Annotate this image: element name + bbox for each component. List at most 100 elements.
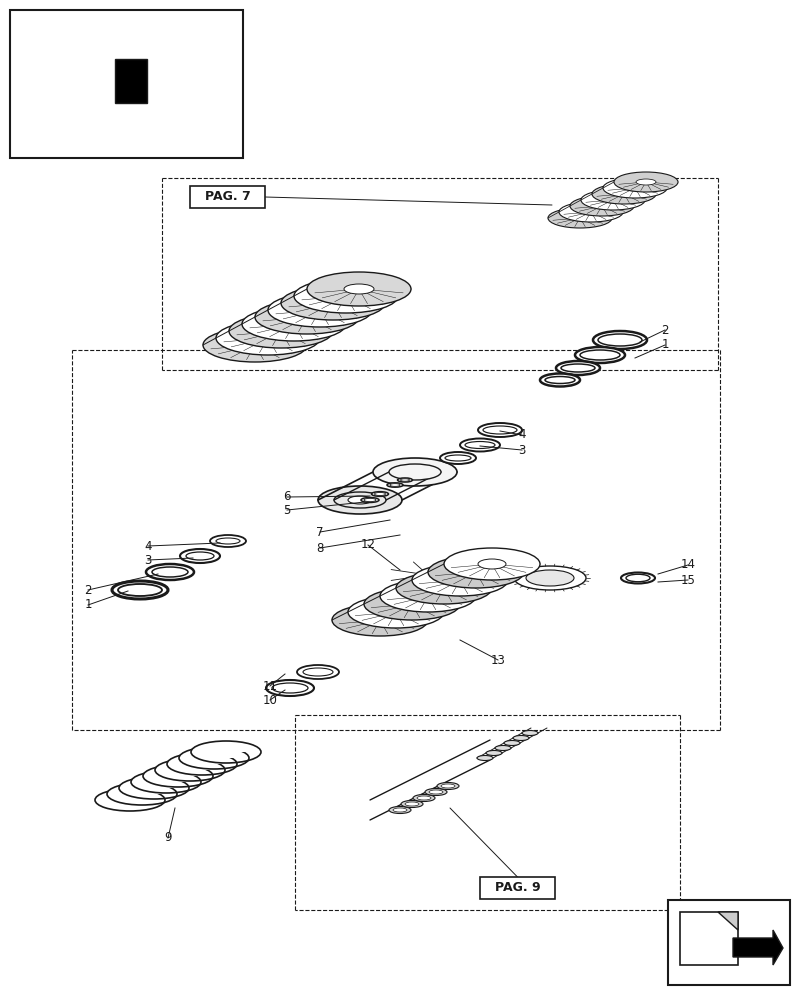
Text: 8: 8 xyxy=(316,542,324,554)
Ellipse shape xyxy=(397,599,426,609)
Bar xyxy=(190,186,264,208)
Ellipse shape xyxy=(112,581,168,599)
Ellipse shape xyxy=(388,806,410,813)
Ellipse shape xyxy=(381,607,410,617)
Ellipse shape xyxy=(444,548,539,580)
Ellipse shape xyxy=(348,496,371,504)
Text: 12: 12 xyxy=(360,538,375,552)
Text: 3: 3 xyxy=(517,444,525,456)
Ellipse shape xyxy=(613,172,677,192)
Ellipse shape xyxy=(625,574,649,582)
Text: 6: 6 xyxy=(283,490,290,504)
Ellipse shape xyxy=(266,680,314,696)
Ellipse shape xyxy=(210,535,246,547)
Ellipse shape xyxy=(603,197,622,203)
Ellipse shape xyxy=(478,423,521,437)
Ellipse shape xyxy=(560,364,594,372)
Ellipse shape xyxy=(544,376,574,383)
Bar xyxy=(479,877,554,899)
Ellipse shape xyxy=(428,790,443,794)
Bar xyxy=(115,59,147,103)
Ellipse shape xyxy=(333,492,385,508)
Ellipse shape xyxy=(430,583,457,593)
Ellipse shape xyxy=(279,319,309,329)
Ellipse shape xyxy=(556,361,599,375)
Ellipse shape xyxy=(521,730,538,736)
Ellipse shape xyxy=(460,438,500,452)
Ellipse shape xyxy=(268,293,371,327)
Text: 9: 9 xyxy=(164,831,172,844)
Ellipse shape xyxy=(591,203,611,209)
Ellipse shape xyxy=(513,566,586,590)
Ellipse shape xyxy=(371,492,388,496)
Ellipse shape xyxy=(255,300,358,334)
Ellipse shape xyxy=(294,279,397,313)
Text: 2: 2 xyxy=(84,584,92,596)
Ellipse shape xyxy=(417,796,431,800)
Ellipse shape xyxy=(581,190,644,210)
Ellipse shape xyxy=(348,596,444,628)
Ellipse shape xyxy=(424,788,446,795)
Ellipse shape xyxy=(495,746,510,750)
Ellipse shape xyxy=(305,305,335,315)
Ellipse shape xyxy=(388,464,440,480)
Polygon shape xyxy=(131,771,201,782)
Ellipse shape xyxy=(118,584,162,596)
Ellipse shape xyxy=(400,479,409,481)
Text: 10: 10 xyxy=(262,694,277,706)
Ellipse shape xyxy=(539,373,579,386)
Polygon shape xyxy=(155,759,225,770)
Bar xyxy=(667,900,789,985)
Polygon shape xyxy=(178,747,249,758)
Text: 1: 1 xyxy=(660,338,668,352)
Ellipse shape xyxy=(266,326,296,336)
Ellipse shape xyxy=(146,564,194,580)
Ellipse shape xyxy=(581,209,600,215)
Text: PAG. 7: PAG. 7 xyxy=(204,190,250,204)
Text: 13: 13 xyxy=(490,654,504,666)
Ellipse shape xyxy=(152,567,188,577)
Text: 7: 7 xyxy=(315,526,324,538)
Polygon shape xyxy=(95,789,165,800)
Ellipse shape xyxy=(332,604,427,636)
Ellipse shape xyxy=(547,208,611,228)
Ellipse shape xyxy=(389,484,400,486)
Ellipse shape xyxy=(229,314,333,348)
Text: PAG. 9: PAG. 9 xyxy=(494,881,539,894)
Ellipse shape xyxy=(574,347,624,363)
Text: 15: 15 xyxy=(680,574,694,586)
Ellipse shape xyxy=(414,591,441,601)
Ellipse shape xyxy=(445,575,474,585)
Ellipse shape xyxy=(380,580,475,612)
Ellipse shape xyxy=(427,556,523,588)
Ellipse shape xyxy=(597,334,642,346)
Ellipse shape xyxy=(444,455,470,461)
Text: 4: 4 xyxy=(517,428,525,442)
Ellipse shape xyxy=(363,588,460,620)
Polygon shape xyxy=(191,741,260,752)
Polygon shape xyxy=(732,930,782,965)
Ellipse shape xyxy=(374,492,385,496)
Polygon shape xyxy=(717,912,737,930)
Ellipse shape xyxy=(318,298,348,308)
Ellipse shape xyxy=(397,478,412,482)
Ellipse shape xyxy=(411,564,508,596)
Ellipse shape xyxy=(242,307,345,341)
Ellipse shape xyxy=(579,350,620,360)
Ellipse shape xyxy=(292,312,322,322)
Ellipse shape xyxy=(483,426,517,434)
Text: 1: 1 xyxy=(84,598,92,611)
Ellipse shape xyxy=(281,286,384,320)
Polygon shape xyxy=(119,777,189,788)
Polygon shape xyxy=(143,765,212,776)
Ellipse shape xyxy=(440,452,475,464)
Ellipse shape xyxy=(613,191,633,197)
Ellipse shape xyxy=(387,483,402,487)
Polygon shape xyxy=(679,912,737,965)
Text: 14: 14 xyxy=(680,558,695,572)
Ellipse shape xyxy=(624,185,644,191)
Ellipse shape xyxy=(486,750,501,756)
Ellipse shape xyxy=(186,552,214,560)
Text: 2: 2 xyxy=(660,324,668,336)
Bar xyxy=(10,10,242,158)
